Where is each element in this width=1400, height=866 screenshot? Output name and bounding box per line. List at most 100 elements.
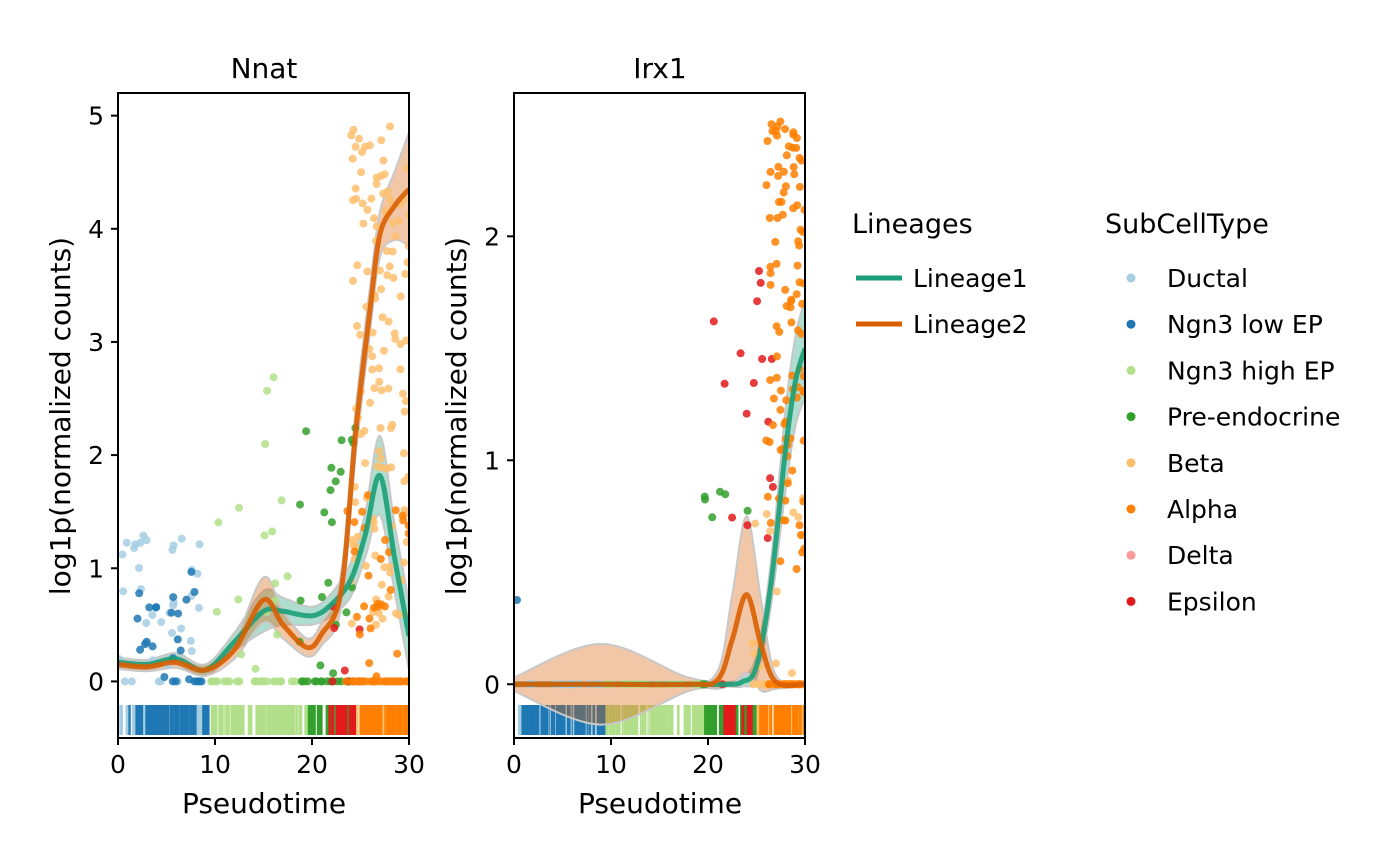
point-pre-endocrine: [324, 578, 333, 587]
point-ngn3-high-ep: [271, 579, 280, 588]
point-beta: [401, 397, 409, 406]
legend-swatch-pre-endocrine: [1126, 412, 1136, 422]
point-epsilon: [742, 409, 751, 418]
point-ngn3-high-ep: [269, 677, 278, 686]
point-alpha: [788, 143, 797, 152]
confidence-band-lineage2: [118, 132, 409, 677]
rug-mark: [240, 705, 242, 735]
point-beta: [374, 608, 383, 617]
point-alpha: [766, 269, 775, 278]
fit-line-lineage1: [118, 472, 409, 673]
point-beta: [386, 122, 394, 131]
point-beta: [391, 335, 400, 343]
legend-subcelltype: SubCellType Ductal Ngn3 low EP Ngn3 high E…: [1105, 209, 1340, 616]
point-ductal: [119, 587, 128, 596]
point-alpha: [762, 181, 771, 190]
point-ngn3-high-ep: [250, 677, 259, 686]
legend-swatch-alpha: [1126, 504, 1136, 514]
point-alpha: [342, 677, 351, 686]
point-alpha: [766, 376, 775, 385]
point-beta: [388, 247, 397, 256]
rug-mark: [683, 705, 687, 735]
rug-mark: [762, 705, 766, 735]
point-alpha: [787, 295, 796, 304]
point-alpha: [404, 521, 409, 530]
point-beta: [372, 222, 381, 231]
point-alpha: [782, 396, 791, 405]
point-beta: [375, 377, 384, 386]
point-alpha: [795, 521, 804, 530]
point-beta: [383, 271, 392, 280]
legend-label: Pre-endocrine: [1167, 403, 1340, 432]
point-beta: [367, 194, 376, 203]
point-ductal: [168, 629, 176, 637]
pseudotime-rug: [517, 705, 805, 735]
point-alpha: [773, 214, 782, 222]
point-ductal: [169, 541, 178, 550]
point-beta: [361, 561, 370, 570]
point-ngn3-high-ep: [223, 677, 232, 686]
point-alpha: [771, 237, 780, 246]
rug-mark: [274, 705, 276, 735]
rug-mark: [798, 705, 802, 735]
rug-mark: [527, 705, 529, 735]
point-alpha: [350, 518, 359, 527]
point-beta: [351, 184, 360, 193]
point-pre-endocrine: [326, 486, 335, 495]
rug-mark: [565, 705, 567, 735]
rug-mark: [692, 705, 697, 735]
point-beta: [370, 524, 379, 533]
rug-mark: [189, 705, 191, 735]
point-ngn3-high-ep: [269, 373, 278, 382]
point-alpha: [798, 299, 805, 308]
point-alpha: [799, 436, 805, 445]
point-beta: [383, 187, 392, 196]
point-alpha: [396, 677, 405, 686]
rug-mark: [791, 705, 793, 735]
point-beta: [762, 510, 771, 518]
point-beta: [347, 619, 356, 628]
point-beta: [404, 473, 409, 481]
rug-mark: [162, 705, 166, 735]
rug-mark: [535, 705, 540, 735]
rug-mark: [547, 705, 549, 735]
point-epsilon: [756, 278, 765, 287]
point-alpha: [358, 507, 367, 516]
point-ngn3-low-ep: [514, 596, 521, 604]
point-alpha: [776, 405, 785, 414]
rug-mark: [182, 705, 185, 735]
point-ductal: [169, 601, 178, 610]
point-beta: [399, 449, 408, 458]
x-axis-label: Pseudotime: [182, 787, 346, 820]
rug-mark: [284, 705, 288, 735]
rug-mark: [314, 705, 316, 735]
point-alpha: [772, 322, 781, 331]
rug-mark: [708, 705, 712, 735]
legend-label: Delta: [1167, 541, 1234, 570]
rug-mark: [202, 705, 208, 735]
point-beta: [400, 407, 409, 416]
point-pre-endocrine: [302, 427, 311, 436]
point-beta: [384, 317, 393, 326]
point-beta: [396, 365, 405, 374]
point-pre-endocrine: [336, 467, 345, 476]
rug-mark: [125, 705, 128, 735]
point-pre-endocrine: [296, 500, 304, 509]
pseudotime-rug: [119, 705, 409, 735]
rug-mark: [746, 705, 752, 735]
rug-mark: [156, 705, 162, 735]
rug-mark: [803, 705, 805, 735]
point-alpha: [789, 128, 798, 137]
legend-label: Beta: [1167, 449, 1225, 478]
point-ngn3-high-ep: [263, 386, 272, 395]
point-pre-endocrine: [743, 506, 752, 515]
point-epsilon: [736, 349, 745, 358]
point-beta: [359, 219, 368, 228]
rug-mark: [226, 705, 228, 735]
point-alpha: [350, 547, 359, 556]
point-ngn3-low-ep: [135, 589, 144, 598]
point-epsilon: [328, 677, 337, 686]
rug-mark: [309, 705, 314, 735]
point-beta: [404, 242, 409, 250]
